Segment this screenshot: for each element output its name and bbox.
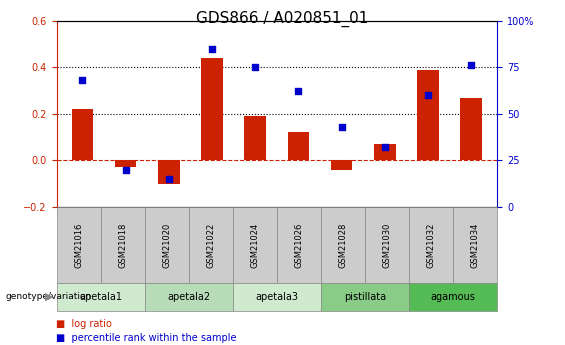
Bar <box>288 132 309 160</box>
Text: GSM21030: GSM21030 <box>383 222 392 268</box>
Point <box>207 46 216 51</box>
Text: GDS866 / A020851_01: GDS866 / A020851_01 <box>196 10 369 27</box>
Text: agamous: agamous <box>431 292 476 302</box>
Text: GSM21034: GSM21034 <box>471 222 480 268</box>
Text: GSM21026: GSM21026 <box>294 222 303 268</box>
Bar <box>460 98 482 160</box>
Point <box>121 167 130 172</box>
Text: GSM21022: GSM21022 <box>206 222 215 268</box>
Text: ■  log ratio: ■ log ratio <box>56 319 112 329</box>
Text: GSM21020: GSM21020 <box>162 222 171 268</box>
Text: GSM21024: GSM21024 <box>250 222 259 268</box>
Bar <box>374 144 396 160</box>
Bar <box>331 160 353 170</box>
Text: ■  percentile rank within the sample: ■ percentile rank within the sample <box>56 333 237 343</box>
Point <box>251 65 260 70</box>
Text: GSM21016: GSM21016 <box>74 222 83 268</box>
Bar <box>158 160 180 184</box>
Point <box>164 176 173 182</box>
Text: apetala2: apetala2 <box>167 292 210 302</box>
Point <box>337 124 346 130</box>
Point <box>78 78 87 83</box>
Point <box>467 63 476 68</box>
Text: GSM21028: GSM21028 <box>338 222 347 268</box>
Point <box>424 92 433 98</box>
Text: apetala3: apetala3 <box>255 292 298 302</box>
Bar <box>245 116 266 160</box>
Text: GSM21018: GSM21018 <box>118 222 127 268</box>
Point <box>294 89 303 94</box>
Text: ▶: ▶ <box>45 292 54 302</box>
Bar <box>72 109 93 160</box>
Bar <box>115 160 136 167</box>
Bar <box>418 70 439 160</box>
Point <box>380 145 389 150</box>
Bar <box>201 58 223 160</box>
Text: pistillata: pistillata <box>344 292 386 302</box>
Text: GSM21032: GSM21032 <box>427 222 436 268</box>
Text: genotype/variation: genotype/variation <box>6 292 92 301</box>
Text: apetala1: apetala1 <box>79 292 122 302</box>
